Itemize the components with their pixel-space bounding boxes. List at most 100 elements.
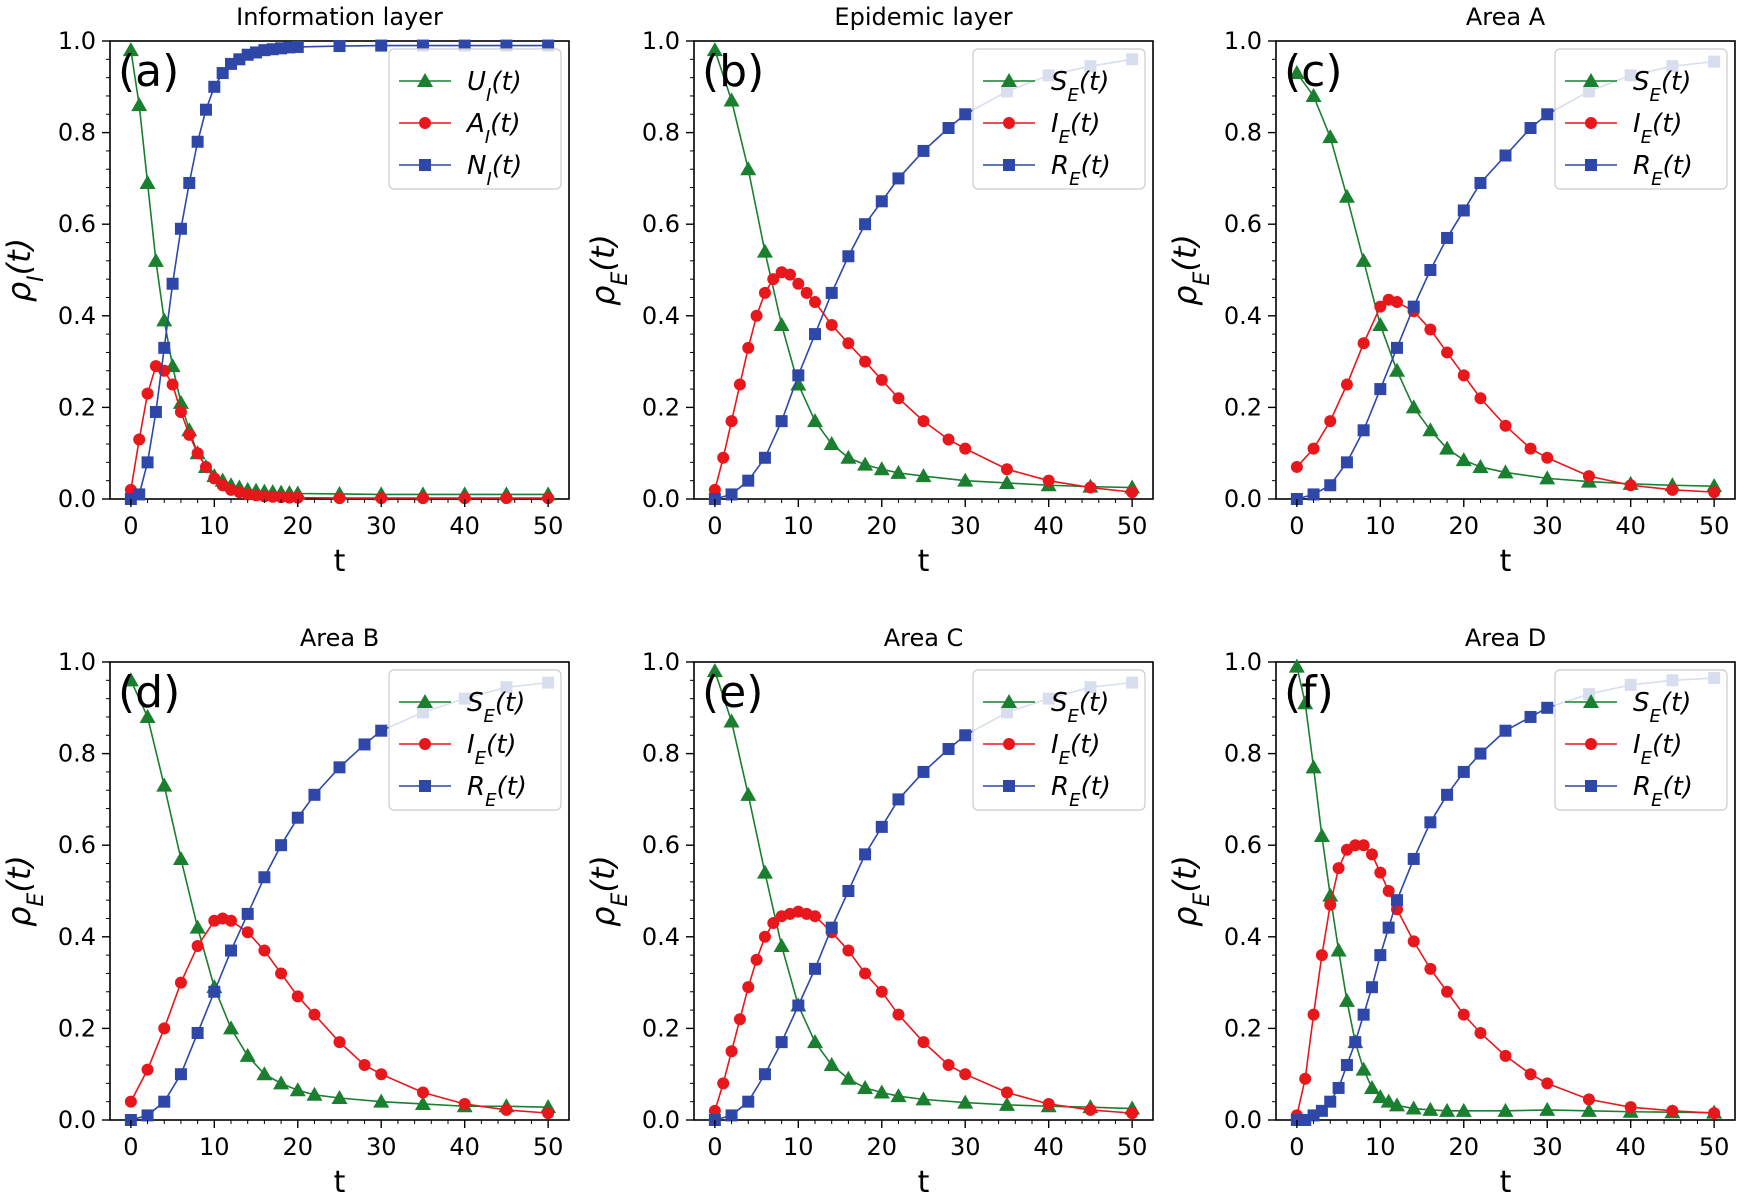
legend-label: UI(t) — [467, 67, 522, 106]
data-point — [917, 1036, 930, 1049]
data-point — [750, 953, 763, 966]
legend-item: SE(t) — [1565, 688, 1691, 727]
data-point — [706, 42, 723, 57]
data-point — [1357, 839, 1370, 852]
x-tick-label: 50 — [1699, 512, 1730, 540]
data-point — [1363, 1079, 1380, 1094]
data-point — [959, 442, 972, 455]
data-point — [742, 1095, 755, 1108]
data-point — [1307, 442, 1320, 455]
data-point — [1324, 898, 1337, 911]
data-point — [706, 663, 723, 678]
data-point — [1000, 1086, 1013, 1099]
x-tick-label: 0 — [1289, 1133, 1304, 1161]
data-point — [1357, 1008, 1370, 1021]
data-point — [1391, 341, 1404, 354]
data-point — [375, 724, 388, 737]
data-point — [890, 464, 907, 479]
data-point — [809, 910, 822, 923]
y-tick-label: 0.0 — [642, 1106, 680, 1134]
panel-b: 0 10 20 30 40 50 0.0 0.2 0.4 0.6 0.8 1.0 t ρE(t) Epide… — [584, 3, 1154, 579]
data-point — [840, 1070, 857, 1085]
data-point — [458, 492, 471, 505]
data-point — [873, 461, 890, 476]
data-point — [800, 286, 813, 299]
y-tick-label: 1.0 — [642, 648, 680, 676]
data-point — [1382, 921, 1395, 934]
data-point — [750, 309, 763, 322]
series-iet — [1290, 293, 1721, 499]
data-point — [1582, 470, 1595, 483]
data-point — [915, 468, 932, 483]
data-point — [1407, 935, 1420, 948]
data-point — [1524, 442, 1537, 455]
data-point — [275, 967, 288, 980]
legend-marker — [1585, 159, 1597, 171]
data-point — [166, 378, 179, 391]
data-point — [1424, 264, 1437, 276]
data-point — [141, 456, 154, 469]
x-tick-label: 50 — [1117, 512, 1148, 540]
data-point — [809, 296, 822, 309]
data-point — [859, 355, 872, 368]
data-point — [1499, 419, 1512, 432]
series-line — [130, 917, 549, 1114]
legend-marker — [1001, 694, 1017, 708]
data-point — [1338, 992, 1355, 1007]
data-point — [216, 67, 229, 80]
x-tick-label: 10 — [1365, 512, 1396, 540]
data-point — [842, 337, 855, 350]
y-axis-label: ρI(t) — [0, 238, 49, 302]
x-axis-label: t — [1500, 544, 1512, 579]
data-point — [957, 472, 974, 487]
legend-item: IE(t) — [1565, 109, 1683, 148]
y-tick-label: 0.8 — [642, 119, 680, 147]
data-point — [1084, 481, 1097, 494]
data-point — [842, 885, 855, 897]
panel-label: (a) — [118, 46, 179, 97]
data-point — [1084, 1103, 1097, 1116]
data-point — [1042, 1097, 1055, 1110]
data-point — [733, 1013, 746, 1026]
data-point — [809, 962, 822, 975]
y-tick-label: 0.6 — [1224, 210, 1262, 238]
data-point — [333, 1036, 346, 1049]
legend-marker — [1003, 780, 1015, 792]
data-point — [792, 369, 805, 382]
data-point — [1708, 1107, 1721, 1120]
data-point — [156, 312, 173, 327]
legend-marker — [419, 780, 431, 792]
data-point — [258, 944, 271, 957]
legend-label: RE(t) — [1051, 151, 1111, 190]
series-iet — [124, 912, 555, 1120]
data-point — [1474, 747, 1487, 760]
legend-label: NI(t) — [467, 151, 522, 190]
data-point — [892, 392, 905, 405]
data-point — [1389, 1097, 1406, 1112]
panel-d: 0 10 20 30 40 50 0.0 0.2 0.4 0.6 0.8 1.0 t ρE(t) Area … — [0, 624, 570, 1200]
chart-title: Area D — [1465, 624, 1546, 652]
data-point — [133, 433, 146, 446]
panel-f: 0 10 20 30 40 50 0.0 0.2 0.4 0.6 0.8 1.0 t ρE(t) Area … — [1166, 624, 1736, 1200]
data-point — [708, 483, 721, 496]
data-point — [1380, 1093, 1397, 1108]
legend-marker — [417, 73, 433, 87]
data-point — [172, 394, 189, 409]
data-point — [758, 1068, 771, 1081]
data-point — [1541, 1077, 1554, 1090]
legend-box — [1554, 669, 1728, 811]
y-tick-label: 0.8 — [1224, 119, 1262, 147]
data-point — [783, 268, 796, 281]
x-tick-label: 50 — [1699, 1133, 1730, 1161]
data-point — [1313, 828, 1330, 843]
data-point — [917, 144, 930, 157]
data-point — [875, 985, 888, 998]
data-point — [375, 492, 388, 505]
data-point — [373, 1093, 390, 1108]
data-point — [717, 1077, 730, 1090]
data-point — [1307, 488, 1320, 501]
x-tick-label: 40 — [1033, 512, 1064, 540]
legend-marker — [1585, 117, 1597, 129]
y-axis-label: ρE(t) — [584, 855, 633, 927]
data-point — [223, 1020, 240, 1035]
